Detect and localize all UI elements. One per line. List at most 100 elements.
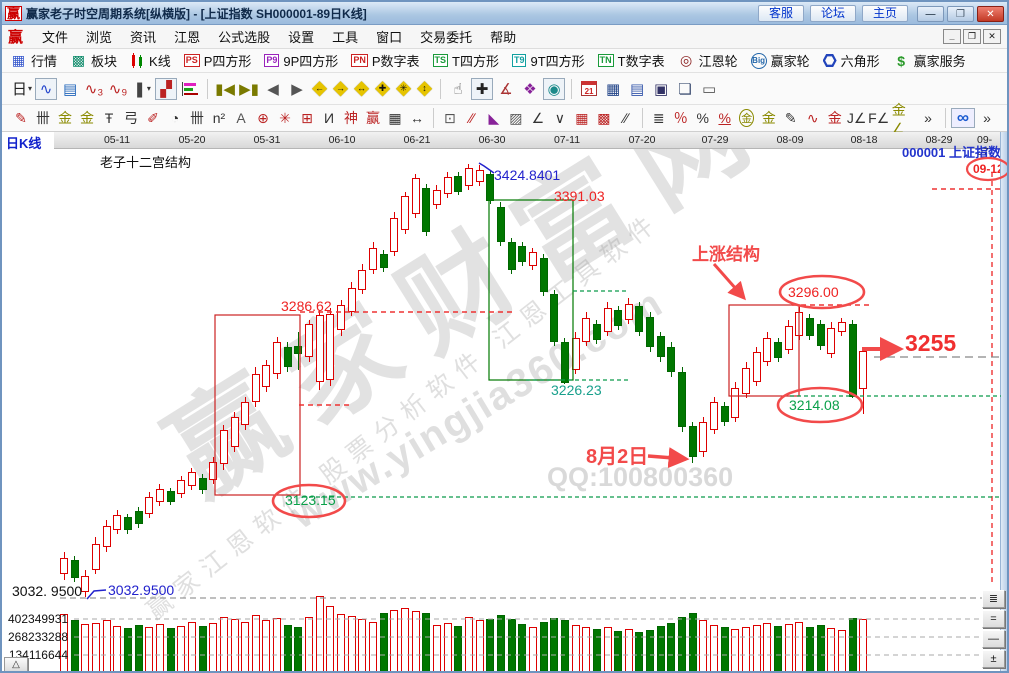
ruler-grid-icon[interactable]: ▦ xyxy=(385,108,405,128)
cycle-clock-icon[interactable]: ◔ xyxy=(165,108,185,128)
customer-service-button[interactable]: 客服 xyxy=(758,5,804,22)
more-tools-chevron[interactable]: » xyxy=(918,108,938,128)
mirror-a-icon[interactable]: A xyxy=(231,108,251,128)
t-number-table-button[interactable]: TN T数字表 xyxy=(597,51,665,70)
menu-交易委托[interactable]: 交易委托 xyxy=(420,29,473,45)
gold-red-icon[interactable]: 金 xyxy=(825,108,845,128)
j-angle-icon[interactable]: J∠ xyxy=(847,108,867,128)
sectors-button[interactable]: ▩ 板块 xyxy=(70,51,117,70)
p-square-button[interactable]: PS P四方形 xyxy=(183,51,251,70)
menu-资讯[interactable]: 资讯 xyxy=(130,29,157,45)
gann-ruler-icon[interactable]: 卌 xyxy=(33,108,53,128)
bow-tool-icon[interactable]: 弓 xyxy=(121,108,141,128)
gold-section-icon[interactable]: 金 xyxy=(55,108,75,128)
kline-button[interactable]: K线 xyxy=(130,51,171,70)
wave-band-icon[interactable]: ∿ xyxy=(803,108,823,128)
slash-lines-icon[interactable]: ∕∕ xyxy=(616,108,636,128)
vol-scale-2-button[interactable]: = xyxy=(982,610,1005,628)
mdi-restore-button[interactable]: ❐ xyxy=(963,29,981,44)
gold-rule-icon[interactable]: 金 xyxy=(759,108,779,128)
vol-scale-1-button[interactable]: — xyxy=(982,630,1005,648)
period-day-dropdown[interactable]: 日 ▾ xyxy=(11,78,33,100)
gann-wheel-button[interactable]: ◎ 江恩轮 xyxy=(678,51,738,70)
next-page-icon[interactable]: ▶ xyxy=(286,78,308,100)
first-page-icon[interactable]: ▮◀ xyxy=(214,78,236,100)
brain-tool-icon[interactable]: ◉ xyxy=(543,77,566,100)
flower-tool-icon[interactable]: ❖ xyxy=(519,78,541,100)
v-wave-icon[interactable]: ∨ xyxy=(550,108,570,128)
close-button[interactable]: ✕ xyxy=(977,6,1004,22)
f-angle-icon[interactable]: F∠ xyxy=(868,108,889,128)
printer-icon[interactable]: ▭ xyxy=(698,78,720,100)
mini-wave-9-icon[interactable]: ∿₉ xyxy=(107,78,129,100)
shift-right-icon[interactable]: ◆ → xyxy=(330,78,351,99)
k-notch-icon[interactable]: И xyxy=(319,108,339,128)
red-grid2-icon[interactable]: ▩ xyxy=(594,108,614,128)
menu-帮助[interactable]: 帮助 xyxy=(490,29,517,45)
pattern-tool-icon[interactable]: ▞ xyxy=(155,77,178,100)
forum-button[interactable]: 论坛 xyxy=(810,5,856,22)
more-chevron[interactable]: » xyxy=(977,108,997,128)
box-tool-icon[interactable]: ⊡ xyxy=(440,108,460,128)
marker-pen-icon[interactable]: ✐ xyxy=(143,108,163,128)
note-pen-icon[interactable]: ✎ xyxy=(781,108,801,128)
winner-wheel-button[interactable]: Big 赢家轮 xyxy=(750,51,810,70)
corner-expand-button[interactable]: △ xyxy=(4,657,28,671)
menu-浏览[interactable]: 浏览 xyxy=(86,29,113,45)
p-number-table-button[interactable]: PN P数字表 xyxy=(351,51,420,70)
mdi-close-button[interactable]: ✕ xyxy=(983,29,1001,44)
calendar-icon[interactable]: 21 xyxy=(578,78,600,100)
volume-profile-icon[interactable] xyxy=(179,78,201,100)
multi-screen-icon[interactable]: ❏ xyxy=(674,78,696,100)
percent-icon[interactable]: % xyxy=(693,108,713,128)
angle-fan-icon[interactable]: ∠ xyxy=(528,108,548,128)
expand-h-icon[interactable]: ◆ ↔ xyxy=(351,78,372,99)
red-grid-icon[interactable]: ▦ xyxy=(572,108,592,128)
homepage-button[interactable]: 主页 xyxy=(862,5,908,22)
candle-style-dropdown[interactable]: ❚ ▾ xyxy=(131,78,153,100)
fan-lines-icon[interactable]: ∕∕ xyxy=(462,108,482,128)
gold-circle-icon[interactable]: 金 xyxy=(737,108,757,128)
info-panel-icon[interactable]: ▤ xyxy=(59,78,81,100)
grid-web-icon[interactable]: ⊞ xyxy=(297,108,317,128)
expand-v-icon[interactable]: ◆ ↕ xyxy=(414,78,435,99)
compass-icon[interactable]: ⊕ xyxy=(253,108,273,128)
star-web-icon[interactable]: ✳ xyxy=(275,108,295,128)
mini-wave-3-icon[interactable]: ∿₃ xyxy=(83,78,105,100)
percent-band-icon[interactable]: ％ xyxy=(671,108,691,128)
chart-area[interactable]: 赢家财富网 www.yingjia360.com 赢家江恩软件 股票分析软件 江… xyxy=(2,132,1007,671)
crosshair-icon[interactable]: ✚ xyxy=(471,77,494,100)
shen-tool-icon[interactable]: 神 xyxy=(341,108,361,128)
zoom-plus-icon[interactable]: ◆ ✚ xyxy=(372,78,393,99)
pan-hand-icon[interactable]: ☝ xyxy=(447,78,469,100)
ying-tool-icon[interactable]: 赢 xyxy=(363,108,383,128)
gold-section2-icon[interactable]: 金 xyxy=(77,108,97,128)
last-page-icon[interactable]: ▶▮ xyxy=(238,78,260,100)
shade-box-icon[interactable]: ▨ xyxy=(506,108,526,128)
pen-tool-icon[interactable]: ✎ xyxy=(11,108,31,128)
9t-square-button[interactable]: T9 9T四方形 xyxy=(511,51,585,70)
menu-设置[interactable]: 设置 xyxy=(288,29,315,45)
ruler-lines-icon[interactable]: 卌 xyxy=(187,108,207,128)
winner-service-button[interactable]: $ 赢家服务 xyxy=(893,51,965,70)
vol-slider-button[interactable]: ± xyxy=(982,650,1005,668)
gold-angle-icon[interactable]: 金∠ xyxy=(891,102,915,136)
vertical-scrollbar[interactable] xyxy=(1000,132,1007,671)
n-square-icon[interactable]: n² xyxy=(209,108,229,128)
menu-工具[interactable]: 工具 xyxy=(332,29,359,45)
save-icon[interactable]: ▣ xyxy=(650,78,672,100)
vol-scale-3-button[interactable]: ≣ xyxy=(982,590,1005,608)
mdi-minimize-button[interactable]: _ xyxy=(943,29,961,44)
shift-left-icon[interactable]: ◆ ← xyxy=(309,78,330,99)
wedge-tool-icon[interactable]: ◣ xyxy=(484,108,504,128)
notepad-icon[interactable]: ▤ xyxy=(626,78,648,100)
menu-窗口[interactable]: 窗口 xyxy=(376,29,403,45)
calculator-icon[interactable]: ▦ xyxy=(602,78,624,100)
percent-line-icon[interactable]: % xyxy=(715,108,735,128)
f-ruler-icon[interactable]: Ŧ xyxy=(99,108,119,128)
minimize-button[interactable]: — xyxy=(917,6,944,22)
hexagon-button[interactable]: 六角形 xyxy=(822,51,880,70)
menu-江恩[interactable]: 江恩 xyxy=(174,29,201,45)
prev-page-icon[interactable]: ◀ xyxy=(262,78,284,100)
zoom-all-icon[interactable]: ◆ ✳ xyxy=(393,78,414,99)
